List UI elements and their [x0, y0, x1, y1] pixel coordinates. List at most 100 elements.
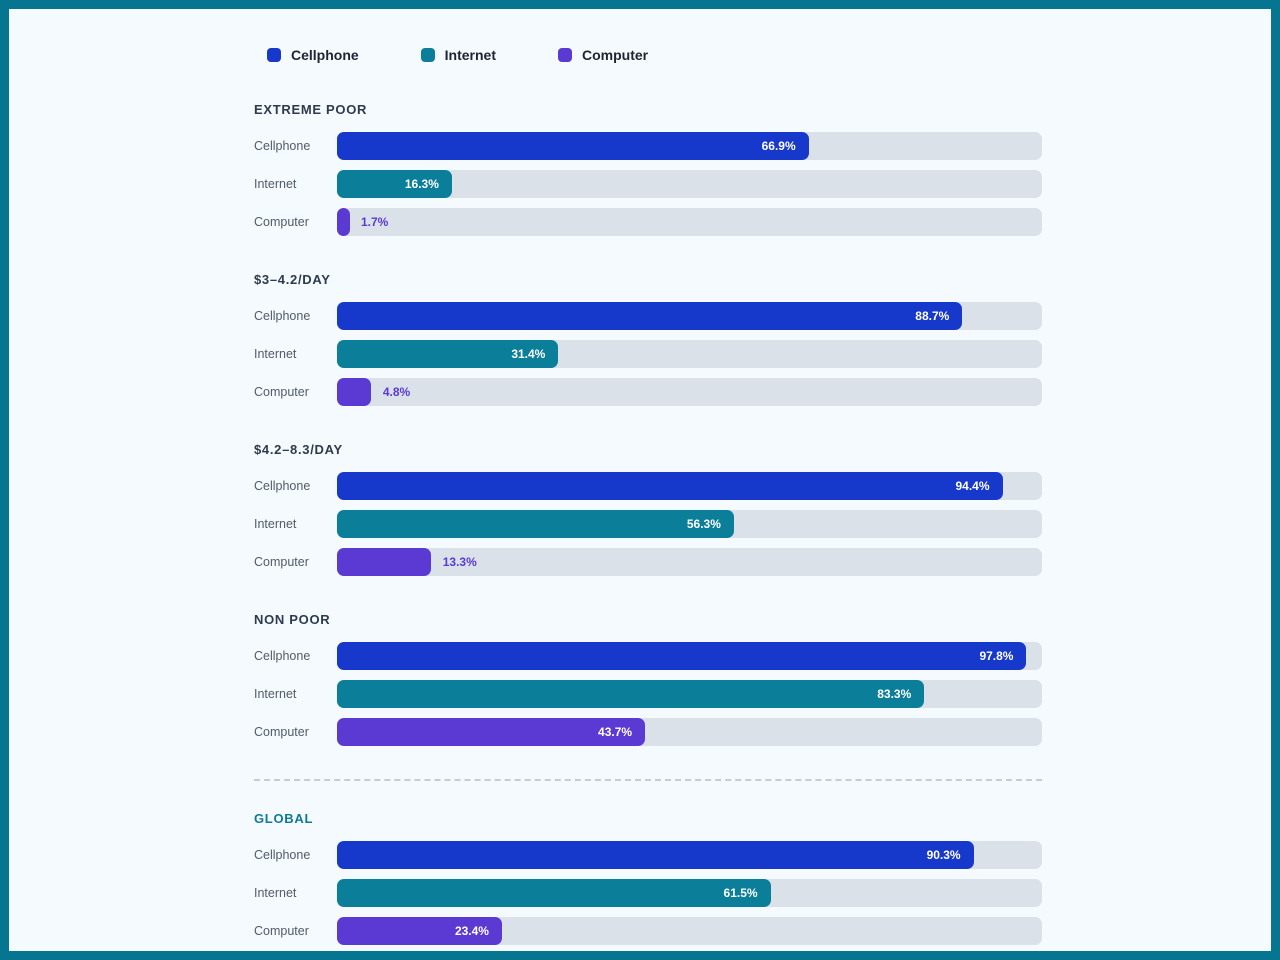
- bar: [337, 548, 431, 576]
- bar: 43.7%: [337, 718, 646, 746]
- bar-row: Cellphone 66.9%: [254, 132, 1042, 160]
- bar-row-label: Internet: [254, 517, 297, 531]
- bar-row: Internet 16.3%: [254, 170, 1042, 198]
- bar-value-label: 16.3%: [404, 177, 439, 191]
- section-header: EXTREME POOR: [254, 102, 368, 117]
- bar-row-label: Internet: [254, 886, 297, 900]
- bar-track: 97.8%: [337, 642, 1042, 670]
- chart-section: GLOBAL Cellphone 90.3% Internet 61.5% Co…: [254, 811, 1042, 945]
- bar-track: 61.5%: [337, 879, 1042, 907]
- bar-track: 13.3%: [337, 548, 1042, 576]
- bar-row: Computer 4.8%: [254, 378, 1042, 406]
- bar-row-label: Computer: [254, 215, 309, 229]
- bar-row-label: Computer: [254, 725, 309, 739]
- bar: [337, 208, 350, 236]
- section-header: GLOBAL: [254, 811, 314, 826]
- bar-track: 66.9%: [337, 132, 1042, 160]
- chart-section: $3–4.2/DAY Cellphone 88.7% Internet 31.4…: [254, 272, 1042, 406]
- bar-value-label: 94.4%: [955, 479, 990, 493]
- chart-section: NON POOR Cellphone 97.8% Internet 83.3% …: [254, 612, 1042, 746]
- bar-track: 43.7%: [337, 718, 1042, 746]
- section-header: $4.2–8.3/DAY: [254, 442, 343, 457]
- bar-value-label: 88.7%: [915, 309, 950, 323]
- bar-track: 83.3%: [337, 680, 1042, 708]
- bar-row-label: Cellphone: [254, 309, 311, 323]
- legend-label: Internet: [444, 47, 497, 63]
- bar: 90.3%: [337, 841, 974, 869]
- chart-section: EXTREME POOR Cellphone 66.9% Internet 16…: [254, 102, 1042, 236]
- bar-track: 16.3%: [337, 170, 1042, 198]
- legend-item: Cellphone: [267, 47, 359, 63]
- bar-row-label: Computer: [254, 924, 309, 938]
- bar-row-label: Cellphone: [254, 479, 311, 493]
- bar-track: 94.4%: [337, 472, 1042, 500]
- bar-row: Internet 61.5%: [254, 879, 1042, 907]
- legend-item: Computer: [558, 47, 648, 63]
- chart-section: $4.2–8.3/DAY Cellphone 94.4% Internet 56…: [254, 442, 1042, 576]
- legend-swatch-icon: [420, 48, 435, 62]
- bar-row-label: Cellphone: [254, 649, 311, 663]
- bar-track: 90.3%: [337, 841, 1042, 869]
- bar-row: Computer 13.3%: [254, 548, 1042, 576]
- bar-row: Internet 56.3%: [254, 510, 1042, 538]
- bar-value-label: 13.3%: [442, 555, 477, 569]
- bar-row: Cellphone 88.7%: [254, 302, 1042, 330]
- bar: 61.5%: [337, 879, 771, 907]
- section-header: NON POOR: [254, 612, 331, 627]
- bar-value-label: 56.3%: [686, 517, 721, 531]
- bar-track: 1.7%: [337, 208, 1042, 236]
- bar-row-label: Cellphone: [254, 139, 311, 153]
- section-rows: Cellphone 90.3% Internet 61.5% Computer …: [254, 841, 1042, 945]
- bar-value-label: 23.4%: [454, 924, 489, 938]
- bar-track: 23.4%: [337, 917, 1042, 945]
- bar: [337, 378, 371, 406]
- legend-swatch-icon: [558, 48, 573, 62]
- section-divider: [254, 779, 1042, 781]
- bar: 23.4%: [337, 917, 502, 945]
- bar-row: Internet 31.4%: [254, 340, 1042, 368]
- bar-value-label: 83.3%: [877, 687, 912, 701]
- bar: 56.3%: [337, 510, 734, 538]
- bar-row-label: Internet: [254, 347, 297, 361]
- legend-item: Internet: [420, 47, 497, 63]
- bar-row-label: Internet: [254, 177, 297, 191]
- bar: 88.7%: [337, 302, 963, 330]
- bar-row: Cellphone 90.3%: [254, 841, 1042, 869]
- bar-value-label: 97.8%: [979, 649, 1014, 663]
- bar-value-label: 66.9%: [761, 139, 796, 153]
- bar-row: Cellphone 94.4%: [254, 472, 1042, 500]
- bar-row-label: Computer: [254, 555, 309, 569]
- section-rows: Cellphone 97.8% Internet 83.3% Computer …: [254, 642, 1042, 746]
- legend: Cellphone Internet Computer: [9, 9, 1271, 63]
- bar-row-label: Internet: [254, 687, 297, 701]
- bar: 83.3%: [337, 680, 925, 708]
- bar-track: 31.4%: [337, 340, 1042, 368]
- bar: 97.8%: [337, 642, 1027, 670]
- legend-label: Cellphone: [291, 47, 359, 63]
- bar-row: Internet 83.3%: [254, 680, 1042, 708]
- bar-row: Computer 1.7%: [254, 208, 1042, 236]
- legend-swatch-icon: [267, 48, 281, 62]
- bar-track: 4.8%: [337, 378, 1042, 406]
- section-rows: Cellphone 88.7% Internet 31.4% Computer …: [254, 302, 1042, 406]
- bar: 16.3%: [337, 170, 452, 198]
- bar-track: 88.7%: [337, 302, 1042, 330]
- bar-row-label: Cellphone: [254, 848, 311, 862]
- bar-row: Computer 43.7%: [254, 718, 1042, 746]
- bar-value-label: 31.4%: [511, 347, 546, 361]
- bar: 94.4%: [337, 472, 1003, 500]
- bar: 66.9%: [337, 132, 809, 160]
- grouped-bar-chart: EXTREME POOR Cellphone 66.9% Internet 16…: [254, 102, 1042, 945]
- bar-value-label: 4.8%: [382, 385, 411, 399]
- bar-value-label: 1.7%: [360, 215, 389, 229]
- bar-row: Cellphone 97.8%: [254, 642, 1042, 670]
- section-rows: Cellphone 66.9% Internet 16.3% Computer …: [254, 132, 1042, 236]
- bar-value-label: 43.7%: [598, 725, 633, 739]
- section-rows: Cellphone 94.4% Internet 56.3% Computer …: [254, 472, 1042, 576]
- section-header: $3–4.2/DAY: [254, 272, 331, 287]
- legend-label: Computer: [582, 47, 649, 63]
- bar-track: 56.3%: [337, 510, 1042, 538]
- bar-value-label: 90.3%: [926, 848, 961, 862]
- bar-value-label: 61.5%: [723, 886, 758, 900]
